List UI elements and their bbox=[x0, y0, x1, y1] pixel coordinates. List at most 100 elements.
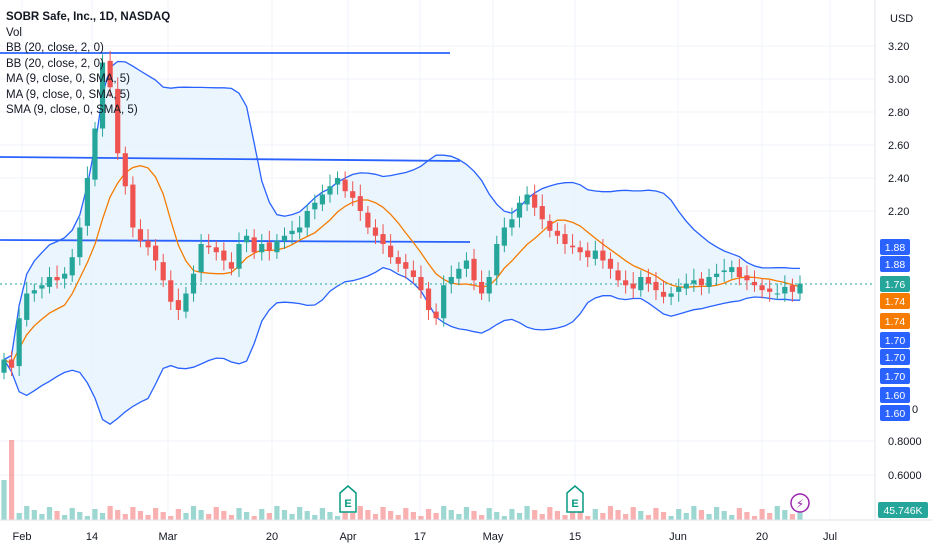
currency-label: USD bbox=[890, 13, 913, 25]
candle-body bbox=[259, 244, 265, 253]
volume-bar bbox=[751, 516, 758, 520]
volume-bar bbox=[183, 513, 189, 520]
candle-body bbox=[365, 212, 371, 228]
volume-bar bbox=[607, 506, 614, 520]
volume-bar bbox=[623, 514, 629, 520]
volume-bar bbox=[759, 509, 765, 520]
volume-bar bbox=[736, 508, 742, 520]
candle-body bbox=[736, 267, 742, 277]
volume-bar bbox=[388, 511, 394, 520]
volume-bar bbox=[62, 515, 68, 520]
volume-bar bbox=[592, 509, 598, 520]
volume-badge bbox=[878, 502, 928, 518]
volume-bar bbox=[547, 507, 553, 520]
volume-bar bbox=[767, 513, 773, 520]
price-badge-label: 1.88 bbox=[885, 259, 906, 271]
candle-body bbox=[418, 277, 424, 291]
candle-body bbox=[198, 244, 204, 273]
volume-bar bbox=[289, 514, 295, 520]
candle-body bbox=[168, 280, 174, 302]
volume-bar bbox=[630, 507, 636, 520]
candle-body bbox=[683, 283, 689, 289]
candle-body bbox=[554, 230, 561, 236]
bollinger-band bbox=[3, 60, 800, 425]
x-tick-label: 14 bbox=[86, 531, 98, 543]
candle-body bbox=[236, 244, 242, 269]
price-badge-label: 1.60 bbox=[885, 408, 906, 420]
volume-bar bbox=[569, 508, 576, 520]
candle-body bbox=[638, 277, 644, 291]
candle-body bbox=[524, 194, 530, 205]
candle-body bbox=[274, 240, 280, 253]
candle-body bbox=[24, 293, 30, 320]
indicator-bb-2[interactable]: BB (20, close, 2, 0) bbox=[6, 57, 104, 70]
x-tick-label: 20 bbox=[266, 531, 278, 543]
y-tick-label: 0.8000 bbox=[888, 436, 922, 448]
candle-body bbox=[562, 234, 568, 244]
volume-bar bbox=[721, 511, 727, 520]
candle-body bbox=[751, 281, 758, 286]
indicator-ma-1[interactable]: MA (9, close, 0, SMA, 5) bbox=[6, 73, 130, 85]
volume-bar bbox=[668, 516, 674, 520]
volume-bar bbox=[516, 513, 523, 520]
price-badge bbox=[880, 256, 910, 272]
volume-bar bbox=[714, 507, 720, 520]
volume-bar bbox=[501, 516, 507, 520]
volume-bar bbox=[403, 508, 409, 520]
candle-body bbox=[8, 359, 15, 368]
indicator-ma-2[interactable]: MA (9, close, 0, SMA, 5) bbox=[6, 88, 130, 101]
y-tick-label: 0.6000 bbox=[888, 470, 922, 482]
candle-body bbox=[137, 229, 144, 241]
candle-body bbox=[714, 273, 720, 277]
candle-body bbox=[350, 191, 356, 198]
volume-bar bbox=[153, 508, 159, 520]
candle-body bbox=[623, 280, 629, 286]
symbol-title[interactable]: SOBR Safe, Inc., 1D, NASDAQ bbox=[6, 11, 171, 23]
volume-bar bbox=[274, 506, 280, 520]
x-tick-label: 15 bbox=[569, 531, 581, 543]
volume-bar bbox=[486, 508, 492, 520]
candle-body bbox=[357, 196, 363, 211]
candle-body bbox=[539, 206, 545, 220]
volume-bar bbox=[729, 515, 735, 520]
volume-bar bbox=[251, 516, 257, 520]
candle-body bbox=[334, 178, 341, 185]
time-axis[interactable]: Feb 14 Mar 20 Apr 17 May 15 Jun 20 Jul bbox=[0, 519, 932, 543]
price-axis[interactable]: USD 3.20 3.00 2.80 2.60 2.40 2.20 0.8000 0.6000 0 bbox=[874, 0, 922, 520]
candle-body bbox=[410, 270, 416, 277]
volume-bar bbox=[198, 510, 204, 520]
x-tick-label: May bbox=[483, 531, 504, 543]
earnings-marker bbox=[339, 485, 357, 513]
price-badge-label: 1.70 bbox=[885, 335, 906, 347]
price-badge bbox=[880, 349, 910, 365]
volume-bar bbox=[532, 510, 538, 520]
indicator-bb-1[interactable]: BB (20, close, 2, 0) bbox=[6, 42, 104, 54]
volume-bar bbox=[645, 515, 651, 520]
candle-body bbox=[153, 245, 159, 261]
candle-body bbox=[759, 285, 765, 291]
volume-bars bbox=[1, 440, 803, 520]
indicator-sma[interactable]: SMA (9, close, 0, SMA, 5) bbox=[6, 104, 138, 116]
candle-body bbox=[645, 277, 651, 284]
candle-body bbox=[46, 277, 53, 287]
event-markers: E E ⚡ bbox=[339, 485, 810, 513]
volume-badge-label: 45.746K bbox=[883, 505, 922, 517]
price-badge bbox=[880, 332, 910, 348]
band-fill bbox=[4, 61, 800, 425]
candle-body bbox=[175, 300, 181, 310]
candle-body bbox=[706, 277, 712, 287]
volume-bar bbox=[327, 512, 333, 520]
candle-body bbox=[160, 262, 166, 281]
candle-body bbox=[441, 285, 447, 319]
indicator-vol[interactable]: Vol bbox=[6, 26, 22, 39]
candle-body bbox=[16, 318, 22, 367]
lightning-icon: ⚡ bbox=[796, 497, 804, 511]
price-badge-label: 1.74 bbox=[885, 316, 906, 328]
volume-bar bbox=[304, 511, 310, 520]
x-tick-label: Jun bbox=[669, 531, 687, 543]
moving-average bbox=[3, 165, 801, 365]
volume-bar bbox=[524, 506, 530, 520]
candle-body bbox=[463, 260, 470, 269]
volume-bar bbox=[175, 509, 181, 520]
